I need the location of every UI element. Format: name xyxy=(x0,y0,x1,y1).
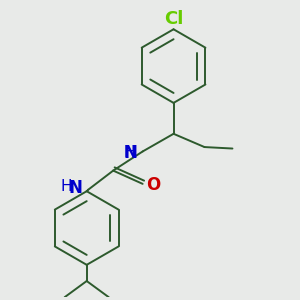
Text: Cl: Cl xyxy=(164,10,183,28)
Text: N: N xyxy=(124,144,137,162)
Text: N: N xyxy=(69,179,83,197)
Text: O: O xyxy=(146,176,160,194)
Text: H: H xyxy=(61,179,72,194)
Text: H: H xyxy=(123,146,135,160)
